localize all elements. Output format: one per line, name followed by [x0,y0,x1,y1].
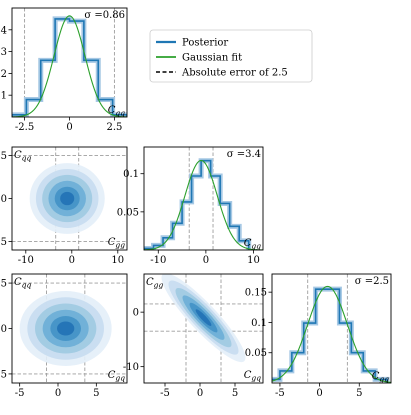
x-tick-label: 5 [232,388,238,399]
x-tick-label: 0 [66,122,72,133]
x-tick-label: 0 [55,388,61,399]
y-tick-label: -2.5 [0,369,7,380]
y-tick-label: -10 [123,362,139,373]
y-tick-label: 0 [1,194,7,205]
x-tick-label: 0 [69,255,75,266]
legend-label-gaussian: Gaussian fit [182,53,242,64]
posterior-histogram [12,18,127,117]
y-tick-label: -2.5 [0,237,7,248]
posterior-uncertainty-band [272,286,390,383]
x-tick-label: -5 [15,388,25,399]
x-tick-label: 0 [203,255,209,266]
y-tick-label: 0 [1,324,7,335]
y-tick-label: 0.05 [117,207,139,218]
sigma-label: σ =2.5 [355,276,389,287]
x-parameter-label: Cgg [108,237,125,250]
y-tick-label: 0.2 [0,69,7,80]
legend-label-posterior: Posterior [182,38,228,49]
x-tick-label: 0 [316,388,322,399]
x-tick-label: 10 [111,255,124,266]
x-tick-label: -10 [150,255,166,266]
y-tick-label: 2.5 [0,151,7,162]
x-tick-label: 5 [356,388,362,399]
y-tick-label: 0.1 [251,318,267,329]
plot-area-contour-cgq-cgg [144,274,263,383]
x-tick-label: -5 [160,388,170,399]
legend: Posterior Gaussian fit Absolute error of… [149,29,313,83]
panel-contour-cgq-cgg: Cgg Cgq -5 0 5 -10 0 [123,273,264,399]
sigma-label: σ =0.86 [84,10,125,21]
y-parameter-label: Cqq [14,277,31,290]
y-parameter-label: Cqq [14,150,31,163]
density-contour [57,321,75,336]
y-tick-label: 2.5 [0,279,7,290]
x-tick-label: 0 [197,388,203,399]
axes-frame [143,146,264,251]
x-parameter-label: Cgq [244,370,261,383]
posterior-uncertainty-band [12,16,127,117]
y-tick-label: 0.05 [245,348,267,359]
x-tick-label: 5 [93,388,99,399]
gaussian-fit-curve [12,15,127,117]
y-tick-label: 0 [133,308,139,319]
panel-contour-cgg-cqq: Cqq Cgg -10 0 10 -2.5 0 2.5 [0,146,128,266]
density-contour [60,191,75,206]
plot-area-hist-cqq [12,8,127,117]
y-tick-label: 0.15 [245,288,267,299]
legend-frame [149,29,313,83]
corner-panels: Cqq σ =0.86 -2.5 0 2.5 0.1 0.2 0.3 0.4 Cqq Cgg -10 0… [0,7,392,399]
x-tick-label: 10 [247,255,260,266]
y-parameter-label: Cgg [146,277,163,290]
plot-area-contour-cgg-cqq [12,147,127,250]
parameter-label: Cqq [108,105,125,118]
plot-area-hist-cgg [144,147,263,250]
plot-area-hist-cgq [272,274,391,383]
sigma-label: σ =3.4 [227,149,261,160]
gaussian-fit-curve [144,159,263,250]
parameter-label: Cgg [244,238,261,251]
plot-area-contour-cgq-cqq [12,274,127,383]
panel-hist-cqq: Cqq σ =0.86 -2.5 0 2.5 0.1 0.2 0.3 0.4 [0,7,128,133]
density-contour [195,309,212,326]
y-tick-label: 0.1 [0,91,7,102]
parameter-label: Cgq [372,371,389,384]
gaussian-fit-curve [272,285,391,383]
x-tick-label: -2.5 [15,122,34,133]
y-tick-label: 0.1 [123,169,139,180]
legend-label-absolute-error: Absolute error of 2.5 [181,68,288,79]
panel-hist-cgg: Cgg σ =3.4 -10 0 10 0.05 0.1 [117,146,264,266]
axes-frame [271,273,392,384]
x-parameter-label: Cgq [108,370,125,383]
x-tick-label: -5 [275,388,285,399]
x-tick-label: -10 [18,255,34,266]
panel-contour-cgq-cqq: Cqq Cgq -5 0 5 -2.5 0 2.5 [0,273,128,399]
axes-frame [143,273,264,384]
y-tick-label: 0.4 [0,25,7,36]
posterior-histogram [272,288,388,383]
x-tick-label: 2.5 [106,122,122,133]
y-tick-label: 0.3 [0,47,7,58]
panel-hist-cgq: Cgq σ =2.5 -5 0 5 0.05 0.1 0.15 [245,273,392,399]
